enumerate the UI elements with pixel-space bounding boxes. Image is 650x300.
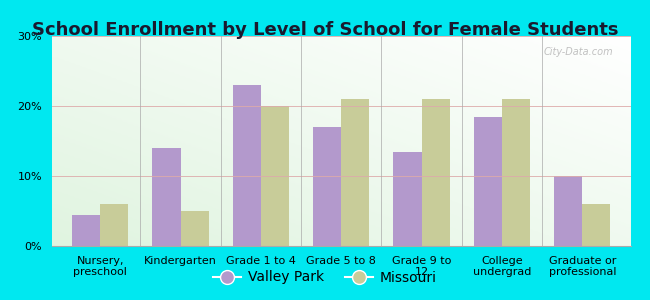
Bar: [181, 211, 209, 246]
Bar: [502, 99, 530, 246]
Legend: Valley Park, Missouri: Valley Park, Missouri: [208, 265, 442, 290]
Bar: [474, 116, 502, 246]
Text: City-Data.com: City-Data.com: [543, 46, 613, 56]
Bar: [261, 106, 289, 246]
Text: School Enrollment by Level of School for Female Students: School Enrollment by Level of School for…: [32, 21, 618, 39]
Bar: [100, 204, 128, 246]
Bar: [233, 85, 261, 246]
Bar: [422, 99, 450, 246]
Bar: [554, 176, 582, 246]
Bar: [153, 148, 181, 246]
Bar: [582, 204, 610, 246]
Bar: [72, 214, 100, 246]
Bar: [313, 127, 341, 246]
Bar: [341, 99, 369, 246]
Bar: [393, 152, 422, 246]
